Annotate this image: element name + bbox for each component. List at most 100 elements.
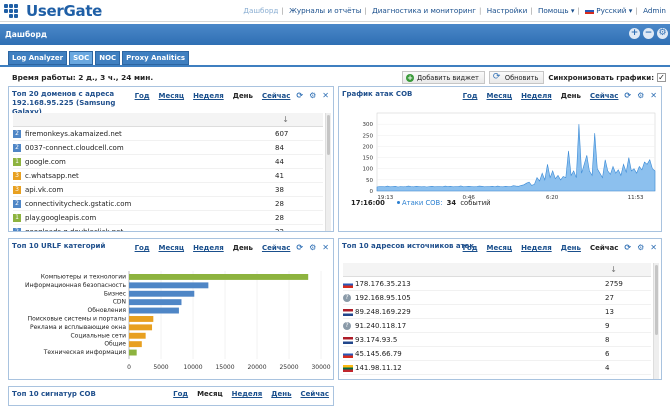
- gear-icon[interactable]: ⚙: [637, 91, 645, 100]
- refresh-icon: ⟳: [492, 72, 501, 82]
- table-row[interactable]: 3 c.whatsapp.net 41: [13, 169, 323, 183]
- table-row[interactable]: 2 0037-connect.cloudcell.com 84: [13, 141, 323, 155]
- table-row[interactable]: 2 googleads.g.doubleclick.net 22: [13, 225, 323, 232]
- nav-settings[interactable]: Настройки: [486, 6, 528, 15]
- period-week[interactable]: Неделя: [521, 91, 552, 100]
- sort-down-icon[interactable]: ↓: [282, 115, 289, 124]
- refresh-icon[interactable]: ⟳: [624, 91, 632, 100]
- gear-icon[interactable]: ⚙: [309, 91, 317, 100]
- refresh-button[interactable]: ⟳ Обновить: [488, 71, 545, 84]
- period-year[interactable]: Год: [173, 390, 189, 398]
- nav-logs[interactable]: Журналы и отчёты: [289, 6, 362, 15]
- period-year[interactable]: Год: [134, 243, 150, 252]
- tab-noc[interactable]: NOC: [95, 51, 121, 65]
- gear-icon[interactable]: ⚙: [309, 243, 317, 252]
- close-icon[interactable]: ✕: [650, 91, 657, 100]
- unknown-country-icon: ?: [343, 294, 351, 302]
- logo-mark-icon: [4, 3, 24, 19]
- category-bar: [129, 299, 182, 306]
- attack-sources-panel: Топ 10 адресов источников атак Год Месяц…: [338, 238, 662, 380]
- category-rank-badge: 2: [13, 130, 21, 138]
- sort-down-icon[interactable]: ↓: [610, 265, 617, 274]
- source-count: 2759: [605, 280, 623, 288]
- sync-checkbox[interactable]: ✓: [657, 73, 666, 82]
- panel-title: График атак СОВ: [342, 90, 413, 98]
- sources-grid: ↓ 178.176.35.213 2759? 192.168.95.105 27 89.…: [343, 263, 651, 375]
- urlf-chart[interactable]: 0 5000 10000 15000 20000 25000 30000 Компьютеры…: [9, 257, 334, 380]
- period-now[interactable]: Сейчас: [261, 91, 291, 100]
- attack-chart[interactable]: 0 50 100 150 200 250 300 19:13 0:46 6:20 11:53: [339, 105, 662, 215]
- period-month[interactable]: Месяц: [486, 243, 513, 252]
- source-count: 9: [605, 322, 610, 330]
- tooltip-suffix: событий: [460, 199, 491, 207]
- table-row[interactable]: 2 firemonkeys.akamaized.net 607: [13, 127, 323, 141]
- category-bar: [129, 316, 154, 322]
- nl-flag-icon: [343, 337, 353, 344]
- period-now[interactable]: Сейчас: [261, 243, 291, 252]
- period-month[interactable]: Месяц: [158, 91, 185, 100]
- table-row[interactable]: 1 play.googleapis.com 28: [13, 211, 323, 225]
- period-month[interactable]: Месяц: [486, 91, 513, 100]
- period-month[interactable]: Месяц: [158, 243, 185, 252]
- y-tick-label: 0: [370, 189, 374, 195]
- x-tick-label: 20000: [247, 364, 266, 371]
- refresh-icon[interactable]: ⟳: [296, 91, 304, 100]
- add-widget-button[interactable]: + Добавить виджет: [402, 71, 485, 84]
- panel-header: Топ 20 доменов с адреса 192.168.95.225 (…: [9, 87, 333, 117]
- refresh-icon[interactable]: ⟳: [296, 243, 304, 252]
- gear-icon[interactable]: ⚙: [637, 243, 645, 252]
- nav-language[interactable]: Русский ▾: [585, 6, 632, 15]
- table-row[interactable]: 3 api.vk.com 38: [13, 183, 323, 197]
- period-day[interactable]: День: [232, 91, 253, 100]
- period-now[interactable]: Сейчас: [589, 91, 619, 100]
- nav-dashboard[interactable]: Дашборд: [243, 6, 279, 15]
- tab-soc[interactable]: SOC: [69, 51, 94, 65]
- category-label: Социальные сети: [70, 332, 126, 339]
- nav-admin[interactable]: Admin: [643, 6, 666, 15]
- domain-count: 84: [275, 144, 284, 152]
- table-row[interactable]: 2 connectivitycheck.gstatic.com 28: [13, 197, 323, 211]
- period-day[interactable]: День: [560, 243, 581, 252]
- table-row[interactable]: ? 192.168.95.105 27: [343, 291, 651, 305]
- period-week[interactable]: Неделя: [193, 91, 224, 100]
- period-year[interactable]: Год: [462, 243, 478, 252]
- period-day[interactable]: День: [560, 91, 581, 100]
- scrollbar[interactable]: [325, 113, 331, 231]
- period-day[interactable]: День: [232, 243, 253, 252]
- scrollbar[interactable]: [653, 263, 659, 379]
- x-tick-label: 10000: [183, 364, 202, 371]
- nav-diagnostics[interactable]: Диагностика и мониторинг: [372, 6, 476, 15]
- table-row[interactable]: 45.145.66.79 6: [343, 347, 651, 361]
- usergate-logo[interactable]: UserGate: [4, 1, 102, 21]
- domain-name: firemonkeys.akamaized.net: [25, 130, 122, 138]
- table-row[interactable]: 141.98.11.12 4: [343, 361, 651, 375]
- period-year[interactable]: Год: [462, 91, 478, 100]
- table-row[interactable]: 89.248.169.229 13: [343, 305, 651, 319]
- close-icon[interactable]: ✕: [650, 243, 657, 252]
- domain-name: connectivitycheck.gstatic.com: [25, 200, 132, 208]
- period-month[interactable]: Месяц: [197, 390, 223, 398]
- tab-proxy-analitics[interactable]: Proxy Analitics: [122, 51, 190, 65]
- source-ip: 93.174.93.5: [355, 336, 398, 344]
- table-row[interactable]: ? 91.240.118.17 9: [343, 319, 651, 333]
- gear-icon[interactable]: ⚙: [657, 28, 668, 39]
- period-week[interactable]: Неделя: [231, 390, 263, 398]
- refresh-icon[interactable]: ⟳: [624, 243, 632, 252]
- period-now[interactable]: Сейчас: [300, 390, 329, 398]
- period-week[interactable]: Неделя: [193, 243, 224, 252]
- table-row[interactable]: 93.174.93.5 8: [343, 333, 651, 347]
- nav-help[interactable]: Помощь ▾: [538, 6, 575, 15]
- table-row[interactable]: 1 google.com 44: [13, 155, 323, 169]
- period-year[interactable]: Год: [134, 91, 150, 100]
- minus-icon[interactable]: −: [643, 28, 654, 39]
- period-week[interactable]: Неделя: [521, 243, 552, 252]
- period-now[interactable]: Сейчас: [589, 243, 619, 252]
- table-row[interactable]: 178.176.35.213 2759: [343, 277, 651, 291]
- domain-count: 22: [275, 228, 284, 232]
- source-count: 6: [605, 350, 610, 358]
- period-day[interactable]: День: [271, 390, 292, 398]
- tab-log-analyzer[interactable]: Log Analyzer: [8, 51, 68, 65]
- add-icon[interactable]: +: [629, 28, 640, 39]
- close-icon[interactable]: ✕: [322, 91, 329, 100]
- close-icon[interactable]: ✕: [322, 243, 329, 252]
